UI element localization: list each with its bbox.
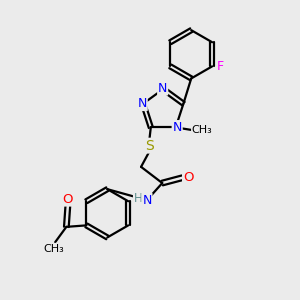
Text: CH₃: CH₃	[192, 125, 213, 135]
Text: F: F	[217, 60, 224, 73]
Text: O: O	[183, 171, 194, 184]
Text: N: N	[142, 194, 152, 207]
Text: S: S	[145, 139, 154, 153]
Text: H: H	[134, 193, 142, 206]
Text: N: N	[137, 97, 147, 110]
Text: CH₃: CH₃	[43, 244, 64, 254]
Text: O: O	[63, 193, 73, 206]
Text: N: N	[158, 82, 167, 95]
Text: N: N	[172, 121, 182, 134]
